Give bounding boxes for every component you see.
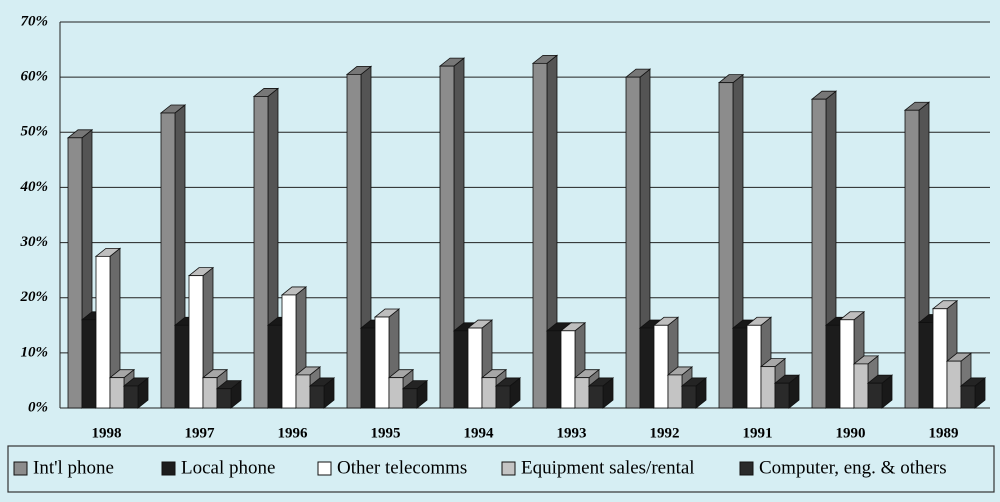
bar	[295, 374, 311, 409]
y-tick-label: 10%	[21, 344, 49, 360]
bar	[374, 316, 390, 409]
y-tick-label: 20%	[20, 289, 49, 305]
x-tick-label: 1998	[92, 425, 122, 441]
legend-label: Equipment sales/rental	[521, 457, 695, 478]
bar	[160, 112, 176, 409]
bar	[746, 324, 762, 409]
bar	[81, 319, 97, 409]
legend-swatch	[161, 461, 176, 476]
y-tick-label: 70%	[21, 13, 49, 29]
bar	[439, 65, 455, 409]
legend-swatch	[501, 461, 516, 476]
bar	[904, 109, 920, 409]
bar	[667, 374, 683, 409]
x-tick-label: 1995	[371, 425, 401, 441]
bar	[825, 324, 841, 409]
bar	[760, 366, 776, 409]
bar	[574, 377, 590, 409]
x-tick-label: 1994	[464, 425, 495, 441]
bar	[495, 385, 511, 409]
y-tick-label: 50%	[21, 124, 49, 140]
bar	[839, 319, 855, 409]
bar	[216, 388, 232, 409]
bar	[532, 62, 548, 409]
bar	[867, 382, 883, 409]
x-tick-label: 1992	[650, 425, 680, 441]
bar	[174, 324, 190, 409]
x-tick-label: 1996	[278, 425, 309, 441]
bar	[267, 324, 283, 409]
bar	[774, 382, 790, 409]
x-tick-label: 1989	[929, 425, 959, 441]
y-tick-label: 40%	[20, 179, 49, 195]
legend-label: Int'l phone	[33, 457, 114, 478]
bar	[639, 327, 655, 409]
bar	[811, 98, 827, 409]
bar	[946, 360, 962, 409]
bar	[188, 275, 204, 409]
bar	[853, 363, 869, 409]
bar	[402, 388, 418, 409]
bar	[932, 308, 948, 409]
bar	[560, 330, 576, 409]
bar	[95, 255, 111, 409]
legend-label: Other telecomms	[337, 457, 467, 478]
bar	[681, 385, 697, 409]
bar	[453, 330, 469, 409]
bar	[481, 377, 497, 409]
bar	[960, 385, 976, 409]
x-tick-label: 1991	[743, 425, 773, 441]
bar	[732, 327, 748, 409]
bar	[588, 385, 604, 409]
legend-swatch	[739, 461, 754, 476]
x-tick-label: 1997	[185, 425, 216, 441]
x-tick-label: 1990	[836, 425, 866, 441]
bar	[625, 76, 641, 409]
legend-swatch	[317, 461, 332, 476]
bar	[718, 82, 734, 409]
bar	[109, 377, 125, 409]
bar	[653, 324, 669, 409]
bar	[123, 385, 139, 409]
bar	[467, 327, 483, 409]
legend-swatch	[13, 461, 28, 476]
bar	[309, 385, 325, 409]
bar	[546, 330, 562, 409]
x-tick-label: 1993	[557, 425, 587, 441]
y-tick-label: 30%	[20, 234, 49, 250]
legend-label: Computer, eng. & others	[759, 457, 947, 478]
bar	[918, 322, 934, 409]
bar	[388, 377, 404, 409]
bar	[346, 73, 362, 409]
bar	[67, 137, 83, 409]
y-tick-label: 60%	[21, 69, 49, 85]
bar	[281, 294, 297, 409]
bar	[202, 377, 218, 409]
bar	[253, 96, 269, 409]
legend-label: Local phone	[181, 457, 275, 478]
y-tick-label: 0%	[28, 399, 48, 415]
bar	[360, 327, 376, 409]
